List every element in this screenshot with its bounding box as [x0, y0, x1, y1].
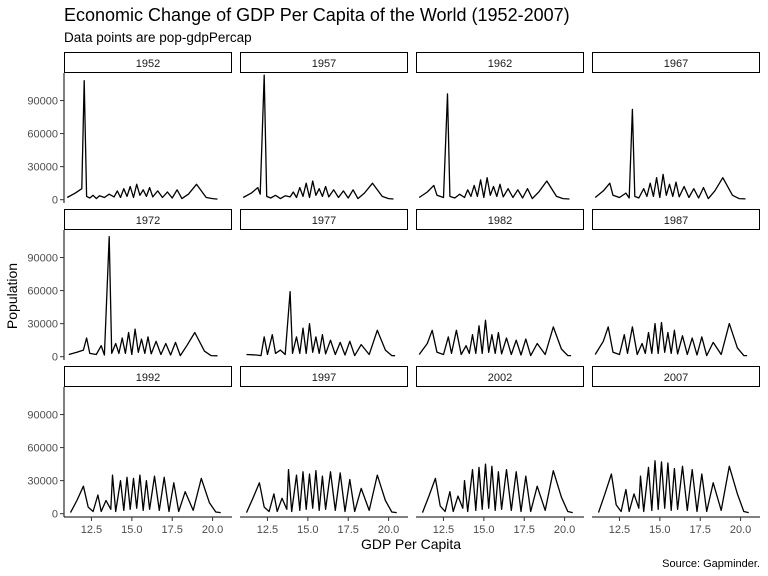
facet-strip	[592, 52, 760, 73]
x-tick-label: 15.0	[649, 524, 670, 536]
x-tick-label: 12.5	[257, 524, 278, 536]
y-tick-label: 90000	[27, 410, 58, 422]
series-line-1962	[418, 93, 570, 200]
facet-strip	[416, 52, 584, 73]
facet-strip	[592, 366, 760, 387]
facet-strip-label: 1992	[136, 372, 160, 384]
facet-panel-1997: 1997 12.5 15.0 17.5 20.0	[240, 366, 408, 536]
facet-strip-label: 1982	[488, 215, 512, 227]
series-line-1952	[66, 80, 218, 200]
y-tick-label: 90000	[27, 253, 58, 265]
x-tick-label: 12.5	[433, 524, 454, 536]
facet-strip	[64, 52, 232, 73]
facet-strip	[416, 366, 584, 387]
series-line-1982	[418, 319, 572, 357]
y-tick-label: 60000	[27, 129, 58, 141]
series-line-1957	[242, 74, 394, 200]
series-line-2002	[421, 463, 573, 514]
facet-strip	[64, 366, 232, 387]
x-tick-label: 12.5	[81, 524, 102, 536]
facet-panel-2002: 2002 12.5 15.0 17.5 20.0	[416, 366, 584, 536]
x-tick-label: 17.5	[162, 524, 183, 536]
x-tick-label: 20.0	[202, 524, 223, 536]
y-tick-label: 90000	[27, 96, 58, 108]
series-line-1992	[69, 474, 221, 514]
facet-strip	[240, 366, 408, 387]
chart-subtitle: Data points are pop-gdpPercap	[64, 30, 252, 45]
series-line-1987	[594, 321, 748, 357]
facet-strip-label: 1962	[488, 58, 512, 70]
facet-panel-1967: 1967	[592, 52, 760, 200]
facet-strip-label: 1977	[312, 215, 336, 227]
x-tick-label: 17.5	[690, 524, 711, 536]
facet-strip-label: 1957	[312, 58, 336, 70]
facet-panel-1992: 1992 0 30000 60000 90000 12.5 15.0 17.5 20.0	[27, 366, 232, 536]
y-tick-label: 30000	[27, 476, 58, 488]
x-tick-label: 15.0	[121, 524, 142, 536]
facet-panel-1987: 1987	[592, 209, 760, 357]
x-tick-label: 15.0	[297, 524, 318, 536]
x-tick-label: 12.5	[609, 524, 630, 536]
facet-strip-label: 1987	[664, 215, 688, 227]
y-tick-label: 0	[52, 509, 58, 521]
facet-strip-label: 1997	[312, 372, 336, 384]
facet-panel-1957: 1957	[240, 52, 408, 200]
facet-panel-1977: 1977	[240, 209, 408, 357]
y-axis-label: Population	[4, 263, 20, 329]
facet-strip	[592, 209, 760, 230]
y-tick-label: 30000	[27, 162, 58, 174]
x-tick-label: 20.0	[730, 524, 751, 536]
facet-strip	[64, 209, 232, 230]
y-tick-label: 30000	[27, 319, 58, 331]
facet-panel-1982: 1982	[416, 209, 584, 357]
facet-strip-label: 1972	[136, 215, 160, 227]
facet-strip	[240, 52, 408, 73]
series-line-2007	[597, 460, 749, 514]
x-tick-label: 20.0	[554, 524, 575, 536]
x-axis-label: GDP Per Capita	[361, 536, 461, 552]
x-tick-label: 17.5	[514, 524, 535, 536]
facet-panel-1962: 1962	[416, 52, 584, 200]
series-line-1967	[594, 108, 746, 200]
y-tick-label: 0	[52, 352, 58, 364]
x-tick-label: 15.0	[473, 524, 494, 536]
y-tick-label: 60000	[27, 443, 58, 455]
facet-strip-label: 2002	[488, 372, 512, 384]
y-tick-label: 0	[52, 195, 58, 207]
x-tick-label: 20.0	[378, 524, 399, 536]
facet-panel-1952: 1952 0 30000 60000 90000	[27, 52, 232, 207]
facet-panel-2007: 2007 12.5 15.0 17.5 20.0	[592, 366, 760, 536]
facet-strip-label: 2007	[664, 372, 688, 384]
x-tick-label: 17.5	[338, 524, 359, 536]
y-tick-label: 60000	[27, 286, 58, 298]
facet-strip-label: 1967	[664, 58, 688, 70]
chart-title: Economic Change of GDP Per Capita of the…	[64, 5, 570, 25]
series-line-1997	[245, 468, 397, 514]
facet-strip-label: 1952	[136, 58, 160, 70]
series-line-1972	[68, 235, 218, 357]
facet-panels: 1952 0 30000 60000 90000 1957 1962 1967 1972 0 300…	[27, 52, 760, 536]
facet-strip	[416, 209, 584, 230]
caption: Source: Gapminder.	[662, 558, 760, 570]
facet-panel-1972: 1972 0 30000 60000 90000	[27, 209, 232, 364]
series-line-1977	[246, 291, 396, 357]
facet-strip	[240, 209, 408, 230]
